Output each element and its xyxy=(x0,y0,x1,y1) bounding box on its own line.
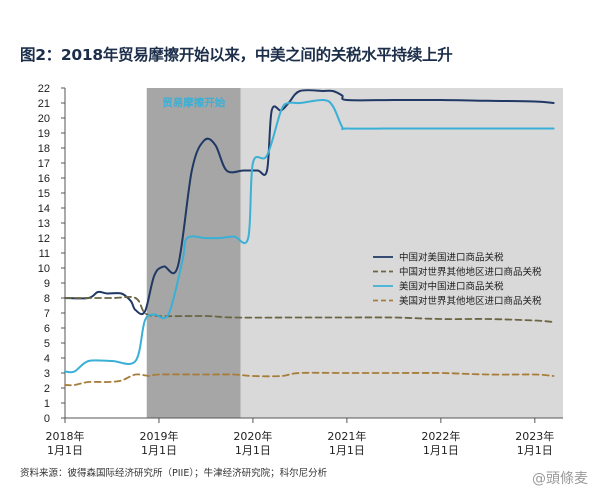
x-tick-label-year: 2019年 xyxy=(139,429,178,443)
y-tick-label: 16 xyxy=(38,173,50,185)
y-tick-label: 13 xyxy=(38,218,50,230)
series-line-2 xyxy=(64,296,555,323)
y-tick-label: 1 xyxy=(44,398,50,410)
y-tick-label: 12 xyxy=(38,233,50,245)
x-tick-label-date: 1月1日 xyxy=(235,444,271,457)
shaded-region-1 xyxy=(146,88,241,418)
legend-label-4: 美国对世界其他地区进口商品关税 xyxy=(399,295,542,307)
shaded-region-2 xyxy=(240,88,564,418)
y-tick-label: 5 xyxy=(44,338,50,350)
source-note: 资料来源：彼得森国际经济研究所（PIIE）；牛津经济研究院；科尔尼分析 xyxy=(20,468,328,479)
chart-title: 图2：2018年贸易摩擦开始以来，中美之间的关税水平持续上升 xyxy=(20,46,453,64)
y-tick-label: 3 xyxy=(44,368,50,380)
x-tick-label-date: 1月1日 xyxy=(141,444,177,457)
x-tick-label-year: 2018年 xyxy=(46,429,85,443)
trade-friction-annotation: 贸易摩擦开始 xyxy=(162,96,225,109)
y-tick-label: 4 xyxy=(44,353,50,365)
chart-legend: 中国对美国进口商品关税中国对世界其他地区进口商品关税美国对中国进口商品关税美国对… xyxy=(373,252,542,307)
y-tick-label: 10 xyxy=(38,263,50,275)
y-tick-label: 17 xyxy=(38,158,50,170)
y-tick-label: 14 xyxy=(38,203,50,215)
series-line-3 xyxy=(64,98,555,374)
chart-axes: 0123456789101112131415161718192021222018… xyxy=(38,83,563,457)
annotations: 贸易摩擦开始 xyxy=(162,96,225,109)
x-tick-label-date: 1月1日 xyxy=(517,444,553,457)
y-tick-label: 21 xyxy=(38,98,50,110)
x-tick-label-date: 1月1日 xyxy=(47,444,83,457)
y-tick-label: 2 xyxy=(44,383,50,395)
y-tick-label: 8 xyxy=(44,293,50,305)
x-tick-label-year: 2020年 xyxy=(233,429,272,443)
legend-label-3: 美国对中国进口商品关税 xyxy=(399,281,504,293)
legend-label-1: 中国对美国进口商品关税 xyxy=(399,252,504,264)
legend-label-2: 中国对世界其他地区进口商品关税 xyxy=(399,266,542,278)
y-tick-label: 0 xyxy=(44,413,50,425)
series-lines xyxy=(64,89,555,387)
x-tick-label-date: 1月1日 xyxy=(423,444,459,457)
y-tick-label: 11 xyxy=(39,248,50,260)
y-tick-label: 9 xyxy=(44,278,50,290)
y-tick-label: 22 xyxy=(38,83,50,95)
watermark: @頭條麦 xyxy=(532,471,588,487)
x-tick-label-year: 2022年 xyxy=(421,429,460,443)
shaded-regions xyxy=(146,88,564,418)
series-line-1 xyxy=(64,89,555,316)
series-line-4 xyxy=(64,371,555,387)
x-tick-label-date: 1月1日 xyxy=(329,444,365,457)
x-tick-label-year: 2023年 xyxy=(515,429,554,443)
y-tick-label: 19 xyxy=(38,128,50,140)
y-tick-label: 15 xyxy=(38,188,50,200)
y-tick-label: 6 xyxy=(44,323,50,335)
y-tick-label: 18 xyxy=(38,143,50,155)
x-tick-label-year: 2021年 xyxy=(327,429,366,443)
y-tick-label: 7 xyxy=(44,308,50,320)
y-tick-label: 20 xyxy=(38,113,50,125)
